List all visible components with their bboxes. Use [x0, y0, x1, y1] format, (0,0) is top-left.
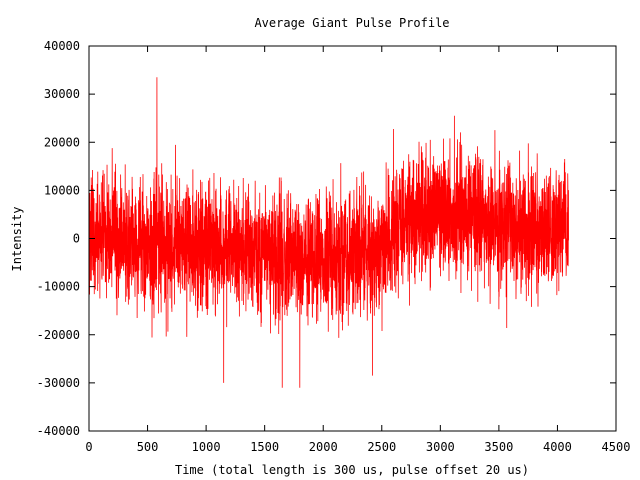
x-axis-ticks: 0 500 1000 1500 2000 2500 3000 3500 4000 4500: [85, 46, 630, 454]
y-tick-label: 10000: [44, 183, 80, 197]
chart-title: Average Giant Pulse Profile: [254, 16, 449, 30]
x-tick-label: 2000: [309, 440, 338, 454]
series-layer: [88, 77, 569, 388]
x-tick-label: 0: [85, 440, 92, 454]
y-tick-label: -30000: [37, 376, 80, 390]
series-line-profile: [88, 77, 569, 388]
x-tick-label: 4000: [543, 440, 572, 454]
x-tick-label: 2500: [367, 440, 396, 454]
y-tick-label: 0: [73, 232, 80, 246]
y-axis-label: Intensity: [10, 206, 24, 271]
x-tick-label: 4500: [602, 440, 631, 454]
x-tick-label: 1000: [192, 440, 221, 454]
y-tick-label: -10000: [37, 280, 80, 294]
y-tick-label: 40000: [44, 39, 80, 53]
y-tick-label: 20000: [44, 135, 80, 149]
x-tick-label: 1500: [250, 440, 279, 454]
y-tick-label: -40000: [37, 424, 80, 438]
x-tick-label: 500: [137, 440, 159, 454]
x-axis-label: Time (total length is 300 us, pulse offs…: [175, 463, 529, 477]
y-tick-label: -20000: [37, 328, 80, 342]
x-tick-label: 3500: [484, 440, 513, 454]
y-tick-label: 30000: [44, 87, 80, 101]
y-axis-ticks: -40000 -30000 -20000 -10000 0 10000 20000 30000…: [37, 39, 616, 438]
x-tick-label: 3000: [426, 440, 455, 454]
